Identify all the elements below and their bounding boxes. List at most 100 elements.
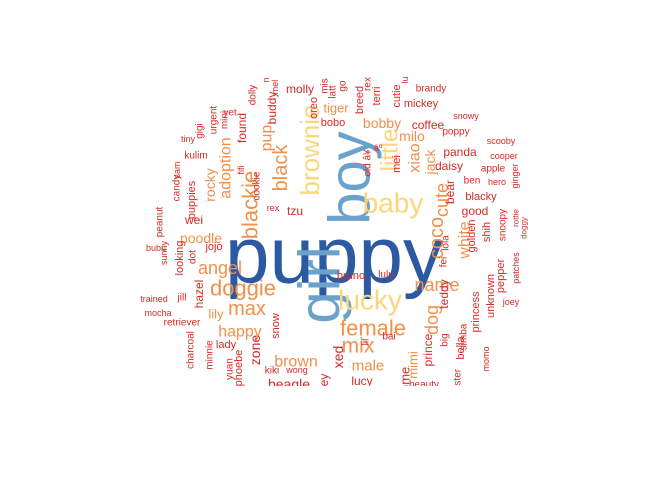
cloud-word-45: poppy [442, 127, 469, 138]
cloud-word-71: bai [382, 332, 395, 343]
cloud-word-107: mini [220, 111, 231, 129]
cloud-word-21: xiao [407, 143, 424, 172]
cloud-word-42: molly [286, 82, 314, 96]
cloud-word-84: lady [216, 339, 237, 351]
cloud-word-4: baby [363, 188, 424, 219]
cloud-word-18: happy [218, 324, 262, 341]
cloud-word-24: male [352, 358, 385, 375]
cloud-word-115: oreo [308, 97, 320, 119]
cloud-word-60: joey [502, 297, 520, 307]
cloud-word-99: dot [188, 250, 199, 264]
cloud-word-23: brown [274, 354, 318, 371]
cloud-word-92: hazel [192, 280, 206, 309]
cloud-word-108: yet [223, 108, 237, 119]
cloud-word-102: puppies [186, 180, 198, 219]
cloud-word-79: wong [285, 365, 308, 375]
cloud-word-63: simba [459, 323, 470, 350]
cloud-word-100: jojo [204, 241, 222, 253]
cloud-word-86: charcoal [186, 331, 197, 369]
cloud-word-95: peanut [155, 206, 166, 237]
cloud-word-113: dolly [248, 85, 259, 106]
cloud-word-6: little [377, 129, 404, 172]
cloud-word-121: rex [363, 77, 374, 91]
cloud-word-32: mimi [406, 351, 421, 379]
cloud-word-80: kiki [265, 366, 279, 377]
cloud-word-34: coffee [412, 118, 445, 132]
cloud-word-105: gigi [195, 123, 206, 139]
cloud-word-52: ben [464, 176, 481, 187]
cloud-word-26: milo [399, 128, 425, 144]
cloud-word-88: retriever [164, 318, 201, 329]
cloud-word-17: dog [422, 305, 442, 335]
cloud-word-7: female [340, 316, 406, 341]
cloud-word-67: big [440, 333, 451, 346]
cloud-word-123: cutie [391, 84, 403, 107]
cloud-word-44: brandy [416, 84, 447, 95]
cloud-word-69: fei [439, 257, 450, 268]
cloud-word-72: lulu [378, 270, 394, 281]
cloud-word-41: buddy [265, 92, 279, 125]
cloud-word-68: prince [421, 333, 435, 366]
cloud-word-50: hero [488, 177, 506, 187]
cloud-word-1: boy [318, 131, 383, 225]
cloud-word-103: kulim [184, 151, 207, 162]
cloud-word-25: bobby [363, 115, 401, 131]
cloud-word-28: rocky [202, 168, 218, 201]
cloud-word-97: sam [172, 161, 182, 178]
cloud-word-36: good [462, 204, 489, 218]
cloud-word-58: pepper [495, 259, 507, 294]
cloud-word-0: puppy [225, 211, 443, 300]
cloud-word-30: tiger [323, 101, 349, 116]
cloud-word-40: found [235, 113, 249, 143]
cloud-word-124: lu [400, 76, 410, 83]
cloud-word-5: brownie [295, 104, 325, 195]
cloud-word-3: lucky [338, 285, 402, 316]
cloud-word-117: latt [328, 85, 339, 99]
cloud-word-111: rex [267, 203, 280, 213]
cloud-word-65: bella [455, 336, 467, 360]
cloud-word-70: lola [441, 235, 452, 251]
cloud-word-77: lucy [351, 374, 372, 388]
cloud-word-90: trained [140, 294, 168, 304]
cloud-word-82: phoebe [233, 350, 245, 387]
cloud-word-47: scooby [487, 136, 516, 146]
cloud-word-112: mel [270, 80, 280, 95]
cloud-word-94: sunny [159, 240, 169, 265]
cloud-word-89: mocha [144, 308, 171, 318]
cloud-word-127: âº [374, 143, 383, 153]
cloud-word-61: unknown [485, 274, 497, 318]
cloud-word-43: mickey [404, 98, 439, 110]
cloud-word-15: coco [426, 217, 448, 259]
cloud-word-106: urgent [209, 106, 220, 135]
cloud-word-2: girl [288, 246, 353, 323]
cloud-word-66: teddy [437, 279, 451, 308]
cloud-word-104: tiny [181, 134, 196, 144]
cloud-word-33: daisy [435, 159, 463, 173]
cloud-word-73: bruno [337, 270, 365, 282]
cloud-word-37: bear [443, 180, 457, 204]
cloud-word-118: go [338, 80, 349, 92]
cloud-word-120: breed [354, 86, 366, 114]
cloud-word-14: name [414, 275, 459, 295]
cloud-word-31: lily [208, 307, 224, 322]
cloud-word-39: tzu [287, 204, 303, 218]
cloud-word-74: lil [361, 339, 372, 346]
cloud-word-11: black [270, 144, 292, 192]
cloud-word-27: poodle [180, 230, 222, 246]
cloud-word-48: cooper [490, 151, 518, 161]
cloud-word-49: apple [481, 164, 506, 175]
cloud-word-129: beauty [409, 380, 439, 391]
cloud-word-16: cute [432, 183, 452, 217]
cloud-word-51: ginger [510, 163, 520, 188]
cloud-word-114: n [261, 77, 271, 82]
cloud-word-78: beagle [268, 376, 310, 392]
cloud-word-55: snoopy [498, 209, 509, 241]
cloud-word-91: jill [177, 293, 187, 304]
cloud-word-35: panda [443, 145, 477, 159]
cloud-word-20: pup [259, 125, 276, 152]
cloud-word-22: white [457, 221, 474, 259]
cloud-word-126: old â¥ [363, 149, 374, 177]
cloud-word-128: home [398, 367, 413, 400]
cloud-word-109: fifi [236, 165, 246, 174]
cloud-word-83: yuan [225, 358, 236, 380]
